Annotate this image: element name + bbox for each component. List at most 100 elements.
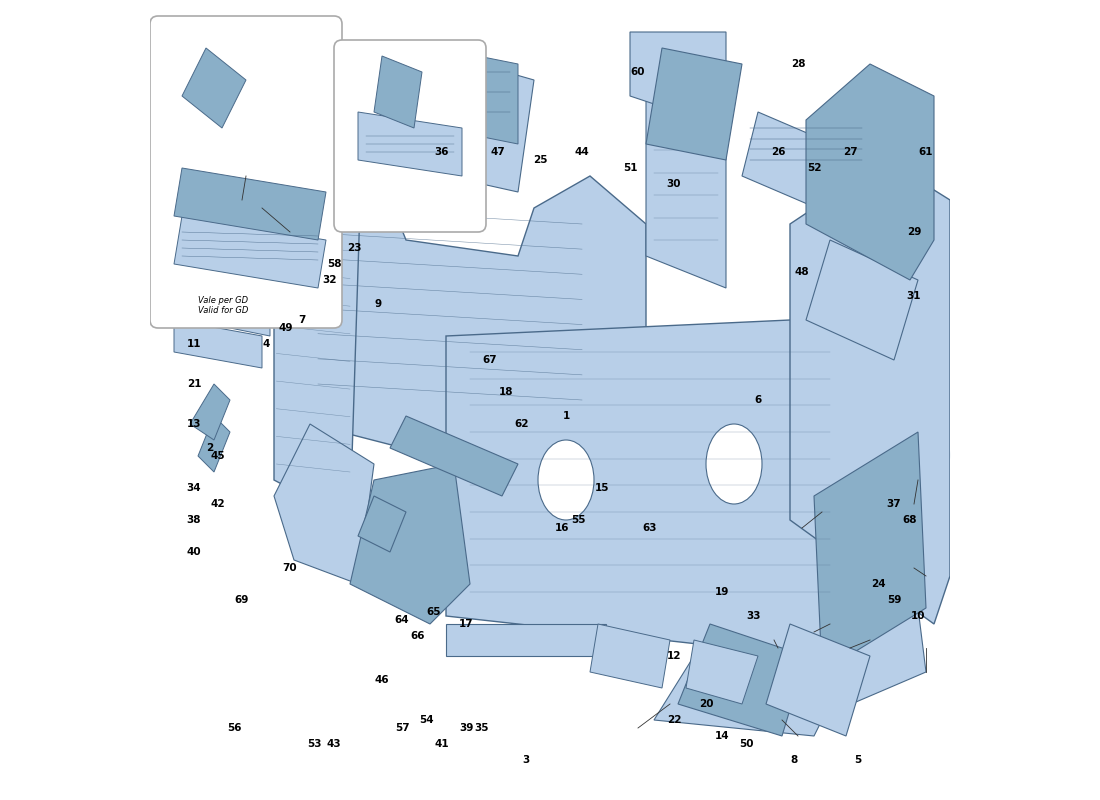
Text: 30: 30	[667, 179, 681, 189]
Polygon shape	[182, 48, 246, 128]
Text: 37: 37	[887, 499, 901, 509]
Text: 14: 14	[715, 731, 729, 741]
Text: 63: 63	[642, 523, 658, 533]
Text: 9: 9	[374, 299, 382, 309]
Text: 42: 42	[211, 499, 226, 509]
Polygon shape	[190, 256, 270, 304]
Polygon shape	[174, 320, 262, 368]
Text: 33: 33	[747, 611, 761, 621]
Text: 62: 62	[515, 419, 529, 429]
Text: 57: 57	[395, 723, 409, 733]
Text: 1: 1	[562, 411, 570, 421]
Text: 35: 35	[475, 723, 490, 733]
Text: 52: 52	[806, 163, 822, 173]
Text: 61: 61	[918, 147, 933, 157]
Polygon shape	[742, 112, 870, 224]
Text: 58: 58	[327, 259, 341, 269]
Text: 60: 60	[630, 67, 646, 77]
Text: 49: 49	[278, 323, 294, 333]
Polygon shape	[766, 624, 870, 736]
Polygon shape	[678, 624, 806, 736]
Text: 5: 5	[807, 410, 884, 518]
FancyBboxPatch shape	[150, 16, 342, 328]
Text: 64: 64	[395, 615, 409, 625]
Polygon shape	[358, 112, 462, 176]
Text: 66: 66	[410, 631, 426, 641]
Polygon shape	[294, 144, 646, 496]
Text: 44: 44	[574, 147, 590, 157]
Polygon shape	[630, 32, 726, 128]
Polygon shape	[646, 96, 726, 288]
Text: 45: 45	[211, 451, 226, 461]
Text: 68: 68	[903, 515, 917, 525]
Text: 65: 65	[427, 607, 441, 617]
Text: 47: 47	[491, 147, 505, 157]
Text: 39: 39	[459, 723, 473, 733]
Polygon shape	[446, 320, 846, 656]
Text: 55: 55	[571, 515, 585, 525]
Ellipse shape	[706, 424, 762, 504]
Polygon shape	[274, 424, 374, 584]
Text: 21: 21	[187, 379, 201, 389]
Polygon shape	[446, 624, 606, 656]
Text: 53: 53	[307, 739, 321, 749]
Text: 5: 5	[855, 755, 861, 765]
Text: 51: 51	[623, 163, 637, 173]
Text: 59: 59	[887, 595, 901, 605]
Text: 40: 40	[187, 547, 201, 557]
Text: 5: 5	[668, 358, 784, 522]
Polygon shape	[350, 464, 470, 624]
Polygon shape	[358, 496, 406, 552]
Text: 7: 7	[298, 315, 306, 325]
Text: 4: 4	[262, 339, 270, 349]
Text: cess: cess	[670, 434, 910, 526]
Polygon shape	[190, 224, 254, 272]
Polygon shape	[190, 288, 270, 336]
Text: 23: 23	[346, 243, 361, 253]
Text: 69: 69	[234, 595, 250, 605]
Text: 28: 28	[791, 59, 805, 69]
Text: 20: 20	[698, 699, 713, 709]
Polygon shape	[390, 416, 518, 496]
Text: 11: 11	[187, 339, 201, 349]
Polygon shape	[590, 624, 670, 688]
Polygon shape	[198, 416, 230, 472]
Text: 46: 46	[375, 675, 389, 685]
Text: 67: 67	[483, 355, 497, 365]
Text: cess: cess	[817, 421, 955, 475]
Text: 10: 10	[911, 611, 925, 621]
Ellipse shape	[538, 440, 594, 520]
Text: 19: 19	[715, 587, 729, 597]
FancyBboxPatch shape	[334, 40, 486, 232]
Text: 15: 15	[595, 483, 609, 493]
Polygon shape	[438, 48, 518, 144]
Text: 17: 17	[459, 619, 473, 629]
Text: 18: 18	[498, 387, 514, 397]
Text: 13: 13	[187, 419, 201, 429]
Text: 31: 31	[906, 291, 922, 301]
Polygon shape	[806, 240, 918, 360]
Text: 50: 50	[739, 739, 754, 749]
Text: 3: 3	[522, 755, 529, 765]
Polygon shape	[790, 160, 950, 624]
Text: 38: 38	[187, 515, 201, 525]
Text: 56: 56	[227, 723, 241, 733]
Polygon shape	[274, 120, 362, 520]
Text: 26: 26	[771, 147, 785, 157]
Text: 48: 48	[794, 267, 810, 277]
Text: 29: 29	[906, 227, 921, 237]
Text: 6: 6	[755, 395, 761, 405]
Text: 41: 41	[434, 739, 449, 749]
Text: Vale per GD
Valid for GD: Vale per GD Valid for GD	[198, 296, 249, 315]
Polygon shape	[686, 640, 758, 704]
Polygon shape	[646, 48, 742, 160]
Text: 12: 12	[667, 651, 681, 661]
Polygon shape	[326, 48, 534, 192]
Text: 34: 34	[187, 483, 201, 493]
Text: 43: 43	[327, 739, 341, 749]
Text: 32: 32	[322, 275, 338, 285]
Text: 8: 8	[791, 755, 798, 765]
Text: 36: 36	[434, 147, 449, 157]
Text: 22: 22	[667, 715, 681, 725]
Polygon shape	[814, 432, 926, 672]
